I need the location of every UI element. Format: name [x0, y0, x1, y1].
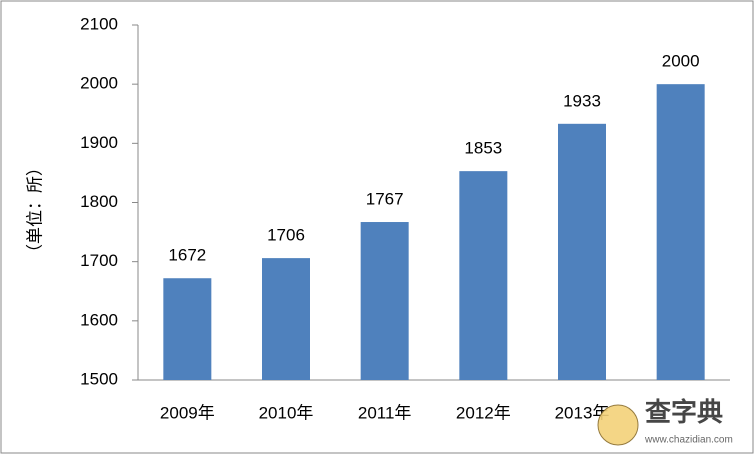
- x-tick-label: 2012年: [456, 403, 511, 422]
- x-tick-label: 2013年: [555, 403, 610, 422]
- data-label: 2000: [662, 52, 700, 71]
- watermark-url: www.chazidian.com: [644, 435, 733, 446]
- data-label: 1672: [168, 246, 206, 265]
- y-axis-label: （单位：所）: [25, 159, 44, 261]
- watermark-icon: [597, 404, 639, 446]
- y-tick-label: 1600: [80, 310, 118, 329]
- data-label: 1853: [464, 139, 502, 158]
- watermark: 查字典 www.chazidian.com: [597, 397, 733, 446]
- bar: [163, 278, 212, 380]
- bar: [262, 258, 310, 380]
- data-label: 1933: [563, 91, 601, 110]
- data-label: 1706: [267, 226, 305, 245]
- bar: [558, 123, 606, 380]
- x-tick-label: 2009年: [160, 403, 215, 422]
- y-tick-label: 2100: [80, 14, 118, 33]
- x-tick-label: 2010年: [259, 403, 314, 422]
- bar: [459, 171, 508, 380]
- y-tick-label: 1700: [80, 251, 118, 270]
- y-tick-label: 2000: [80, 74, 118, 93]
- y-tick-label: 1800: [80, 192, 118, 211]
- y-tick-label: 1500: [80, 369, 118, 388]
- x-tick-label: 2011年: [358, 403, 412, 422]
- watermark-title: 查字典: [645, 397, 723, 427]
- data-label: 1767: [366, 190, 404, 209]
- bar: [360, 222, 409, 380]
- bar: [656, 84, 705, 381]
- y-tick-label: 1900: [80, 133, 118, 152]
